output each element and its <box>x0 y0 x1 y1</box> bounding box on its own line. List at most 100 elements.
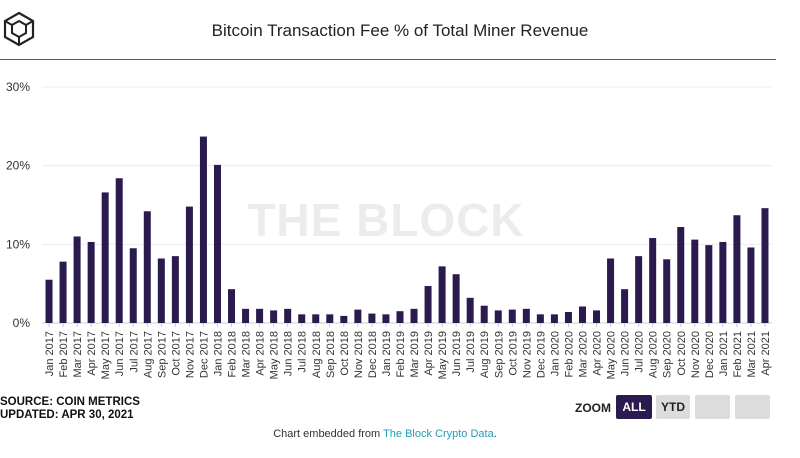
x-tick-label: Aug 2019 <box>479 331 491 378</box>
bar[interactable] <box>747 247 755 323</box>
bar[interactable] <box>494 310 502 323</box>
y-tick-label: 20% <box>6 159 30 173</box>
bar[interactable] <box>621 289 629 323</box>
bar[interactable] <box>326 314 334 323</box>
x-tick-label: Nov 2018 <box>353 331 365 378</box>
x-tick-label: Feb 2020 <box>563 331 575 377</box>
bar[interactable] <box>213 164 221 323</box>
x-tick-label: Dec 2019 <box>535 331 547 378</box>
bar[interactable] <box>466 297 474 323</box>
x-tick-label: May 2019 <box>437 331 449 379</box>
x-tick-label: Jul 2019 <box>465 331 477 373</box>
x-tick-label: May 2017 <box>100 331 112 379</box>
bar[interactable] <box>649 238 657 323</box>
x-tick-label: Feb 2018 <box>227 331 239 377</box>
x-tick-label: Feb 2021 <box>732 331 744 377</box>
x-tick-label: Dec 2017 <box>198 331 210 378</box>
bar[interactable] <box>410 308 418 323</box>
zoom-all-button[interactable]: ALL <box>616 395 652 419</box>
bar[interactable] <box>157 258 165 323</box>
bar[interactable] <box>424 286 432 323</box>
x-tick-label: Nov 2017 <box>184 331 196 378</box>
bar[interactable] <box>564 311 572 323</box>
x-tick-label: Sep 2019 <box>493 331 505 378</box>
x-tick-label: Mar 2020 <box>577 331 589 377</box>
updated-line: UPDATED: APR 30, 2021 <box>0 409 134 421</box>
bar[interactable] <box>593 310 601 323</box>
bar[interactable] <box>663 259 671 323</box>
bar[interactable] <box>382 314 390 323</box>
bar[interactable] <box>550 314 558 323</box>
bar[interactable] <box>171 256 179 323</box>
bar[interactable] <box>508 309 516 323</box>
bar[interactable] <box>228 289 236 323</box>
bar[interactable] <box>522 308 530 323</box>
zoom-button-3[interactable] <box>695 395 730 419</box>
bar[interactable] <box>45 279 53 323</box>
bar[interactable] <box>719 241 727 323</box>
x-tick-label: Mar 2017 <box>72 331 84 377</box>
zoom-label: ZOOM <box>575 401 611 415</box>
x-tick-label: Jun 2019 <box>451 331 463 376</box>
x-tick-label: Apr 2019 <box>423 331 435 376</box>
bar[interactable] <box>298 314 306 323</box>
x-tick-label: Dec 2018 <box>367 331 379 378</box>
bar-chart: THE BLOCK 0%10%20%30% Jan 2017 Feb 2017 Ma… <box>6 80 772 379</box>
x-tick-label: Oct 2017 <box>170 331 182 376</box>
x-tick-label: Sep 2018 <box>325 331 337 378</box>
bar[interactable] <box>761 208 769 323</box>
footer-prefix: Chart embedded from <box>273 428 384 440</box>
x-tick-label: Mar 2018 <box>241 331 253 377</box>
bar[interactable] <box>396 311 404 323</box>
bar[interactable] <box>354 309 362 323</box>
bar[interactable] <box>340 315 348 323</box>
bar[interactable] <box>199 136 207 323</box>
x-tick-label: Jul 2017 <box>128 331 140 373</box>
bar[interactable] <box>607 258 615 323</box>
y-tick-label: 0% <box>13 316 31 330</box>
footer-link[interactable]: The Block Crypto Data <box>383 428 494 440</box>
x-tick-label: Jan 2019 <box>381 331 393 376</box>
bar[interactable] <box>59 261 67 323</box>
bar[interactable] <box>705 245 713 323</box>
bar[interactable] <box>368 313 376 323</box>
bar[interactable] <box>87 241 95 323</box>
bar[interactable] <box>256 308 264 323</box>
x-tick-label: Apr 2018 <box>255 331 267 376</box>
x-tick-label: Mar 2019 <box>409 331 421 377</box>
bar[interactable] <box>536 314 544 323</box>
x-tick-label: Jan 2017 <box>44 331 56 376</box>
x-tick-label: Aug 2017 <box>142 331 154 378</box>
bar[interactable] <box>73 236 81 323</box>
bar[interactable] <box>312 314 320 323</box>
x-tick-label: May 2020 <box>606 331 618 379</box>
source-line: SOURCE: COIN METRICS <box>0 396 140 408</box>
x-axis: Jan 2017 Feb 2017 Mar 2017 Apr 2017 May 2017… <box>44 323 772 379</box>
x-tick-label: Apr 2021 <box>760 331 772 376</box>
bars <box>45 136 769 323</box>
bar[interactable] <box>452 274 460 323</box>
bar[interactable] <box>733 215 741 323</box>
zoom-ytd-button[interactable]: YTD <box>656 395 690 419</box>
bar[interactable] <box>115 178 123 323</box>
zoom-button-4[interactable] <box>735 395 770 419</box>
bar[interactable] <box>129 248 137 323</box>
the-block-logo-icon <box>3 11 35 47</box>
bar[interactable] <box>578 306 586 323</box>
bar[interactable] <box>270 310 278 323</box>
embed-footer: Chart embedded from The Block Crypto Dat… <box>0 428 770 440</box>
bar[interactable] <box>480 305 488 323</box>
x-tick-label: Dec 2020 <box>704 331 716 378</box>
bar[interactable] <box>677 227 685 323</box>
chart-title: Bitcoin Transaction Fee % of Total Miner… <box>211 21 589 40</box>
title-divider <box>0 59 776 60</box>
bar[interactable] <box>691 239 699 323</box>
x-tick-label: Nov 2020 <box>690 331 702 378</box>
bar[interactable] <box>185 206 193 323</box>
bar[interactable] <box>242 308 250 323</box>
bar[interactable] <box>438 266 446 323</box>
bar[interactable] <box>101 192 109 323</box>
bar[interactable] <box>635 256 643 323</box>
bar[interactable] <box>143 211 151 323</box>
bar[interactable] <box>284 308 292 323</box>
